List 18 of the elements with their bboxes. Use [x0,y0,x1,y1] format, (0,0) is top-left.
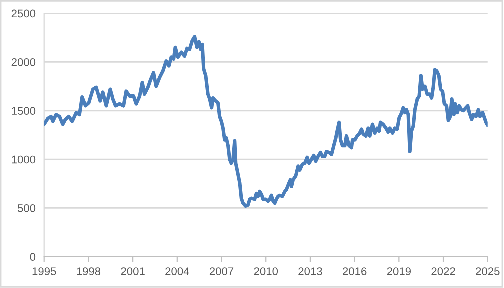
y-tick-label: 2000 [12,58,36,66]
x-tick-label: 1998 [77,268,101,276]
x-tick-label: 2001 [121,268,145,276]
y-tick-label: 1000 [12,156,36,164]
x-tick-label: 2019 [387,268,411,276]
x-tick-label: 2004 [166,268,190,276]
y-tick-label: 0 [30,253,36,262]
x-tick-label: 1995 [32,268,56,276]
line-series [44,35,488,208]
x-tick-label: 2022 [432,268,456,276]
x-tick-label: 2010 [254,268,278,276]
y-tick-label: 1500 [12,107,36,116]
x-tick-label: 2025 [476,268,500,276]
x-tick-label: 2013 [298,268,322,276]
x-tick-label: 2016 [343,268,367,276]
x-tick-label: 2007 [210,268,234,276]
y-tick-label: 2500 [12,10,36,18]
y-tick-label: 500 [18,204,36,212]
